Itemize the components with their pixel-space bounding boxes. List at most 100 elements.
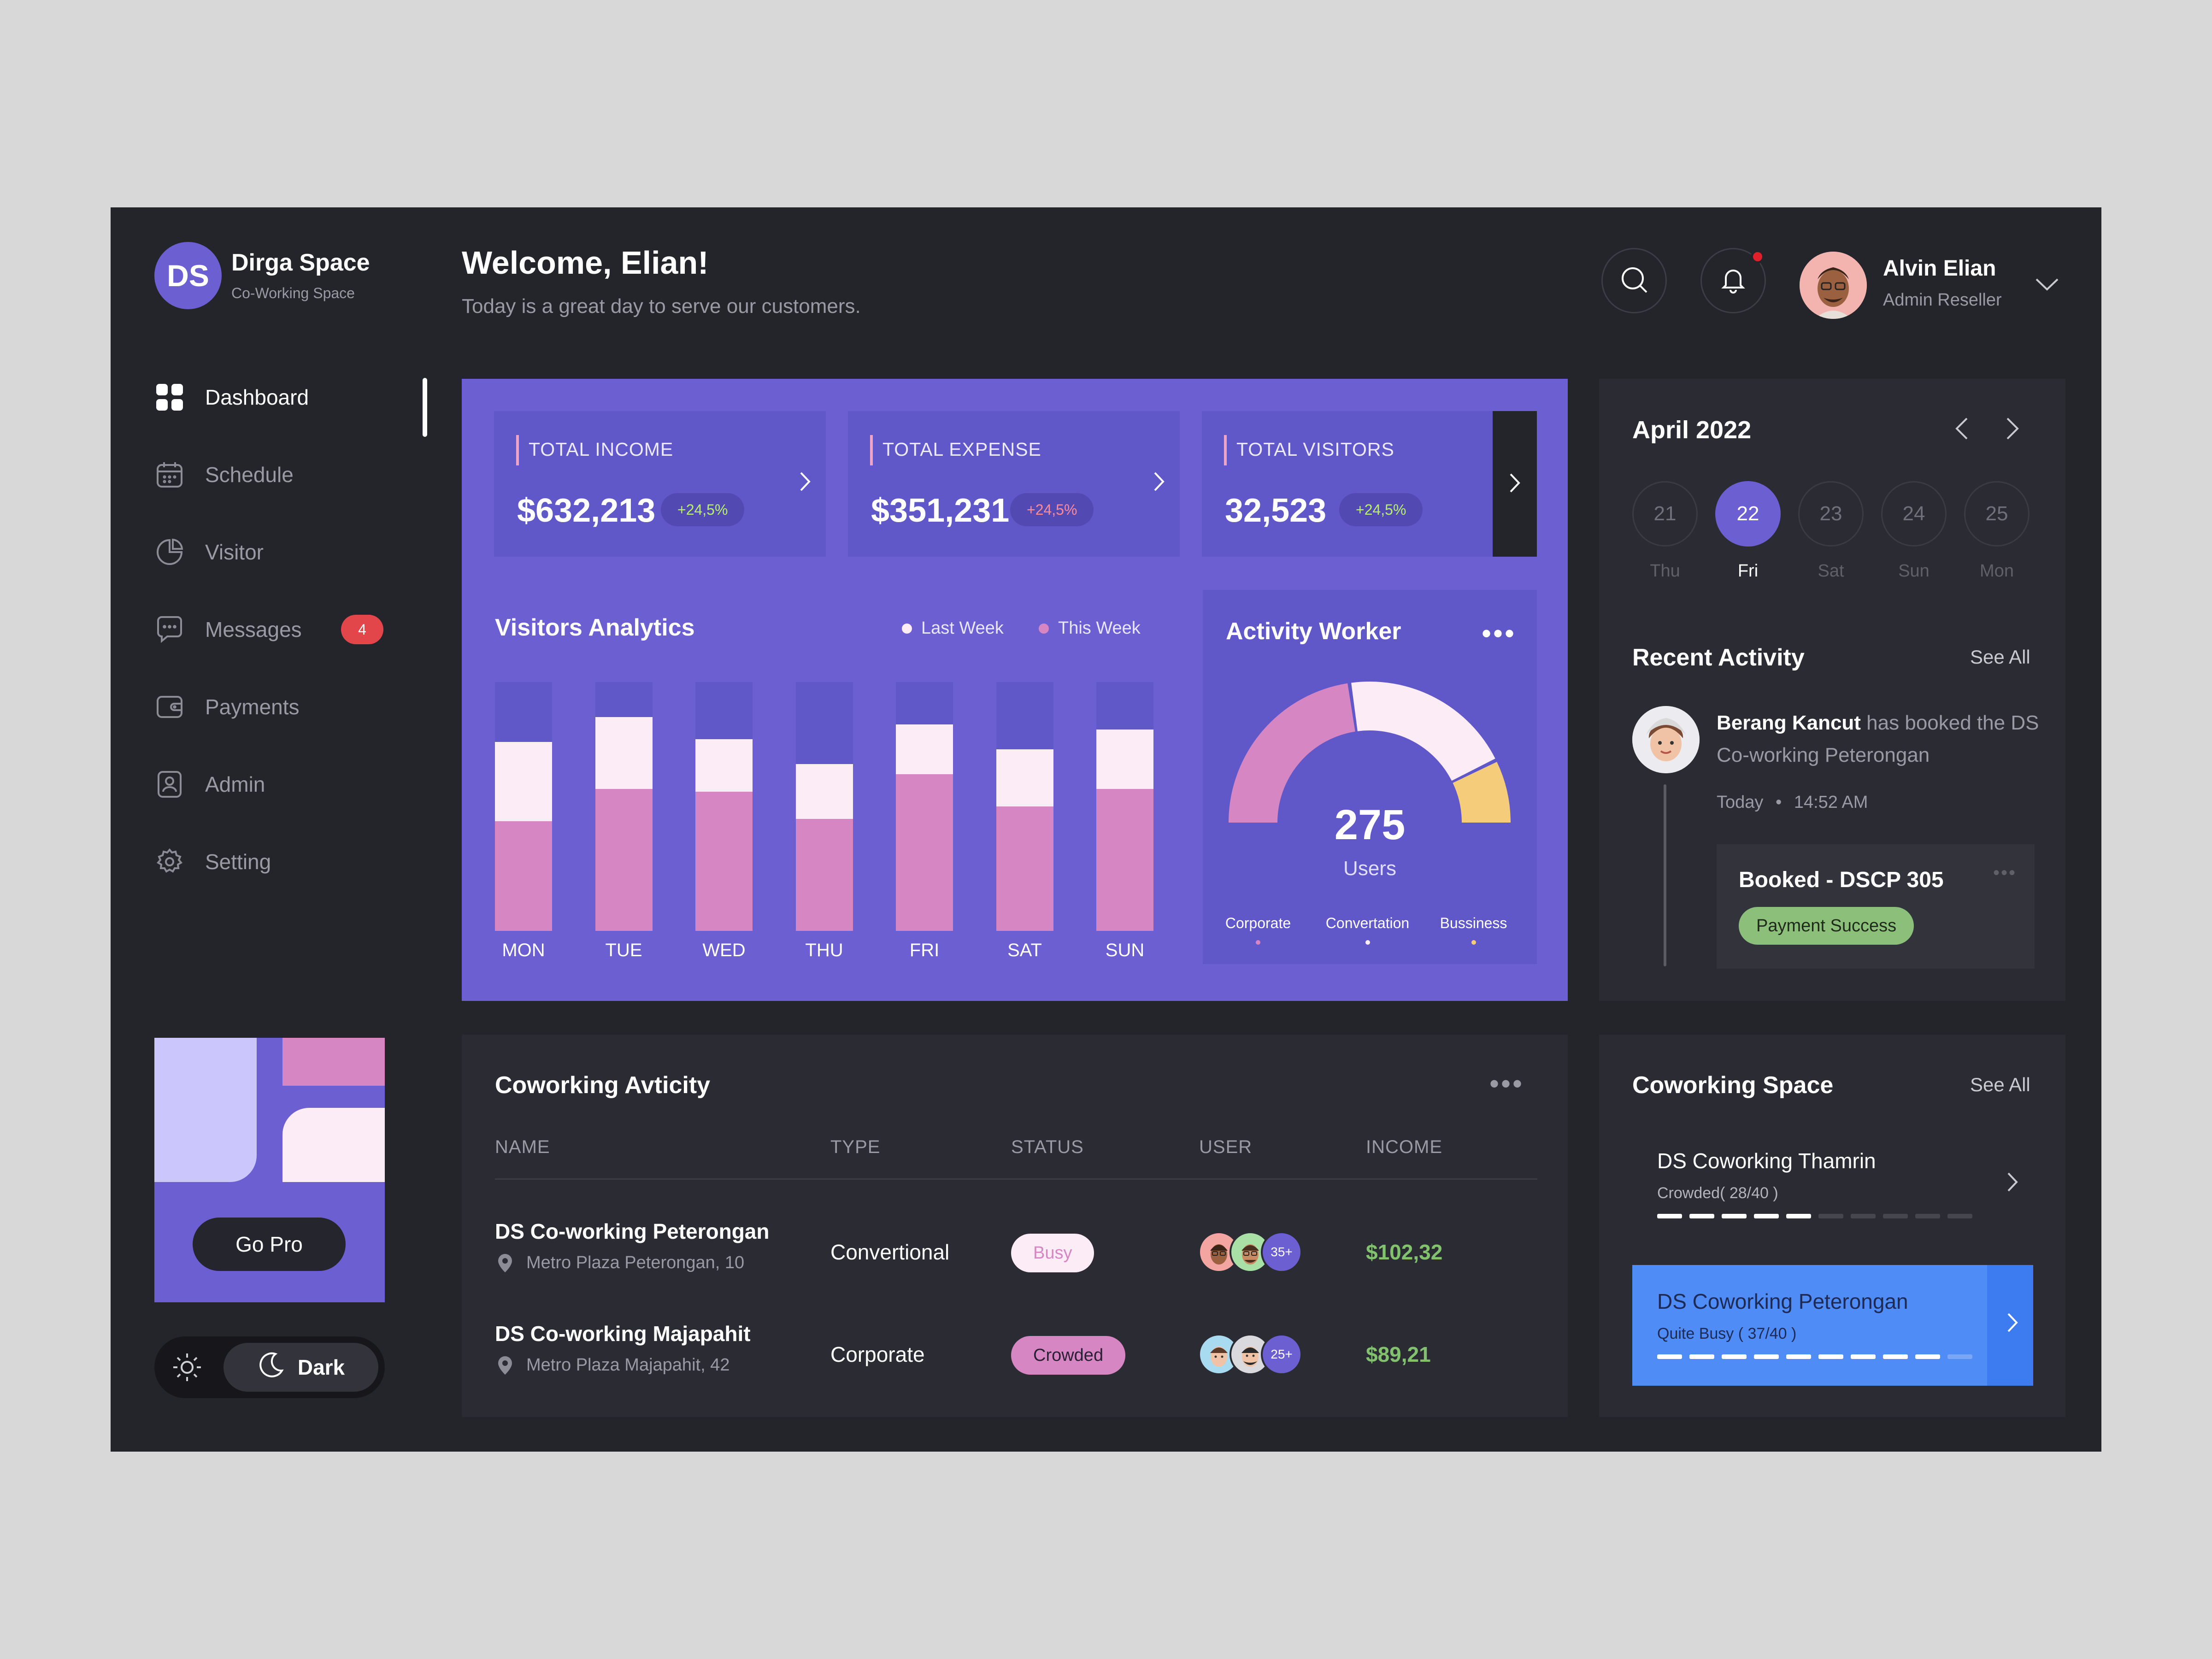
row-income: $102,32 [1366,1240,1443,1264]
space-occupancy: Quite Busy ( 37/40 ) [1657,1325,1797,1342]
coworking-space-item-selected[interactable]: DS Coworking Peterongan Quite Busy ( 37/… [1632,1265,2033,1386]
activity-gauge [1229,682,1511,824]
chevron-left-icon[interactable] [1954,416,1970,444]
bar-column-tue[interactable] [595,682,653,931]
visitors-analytics-title: Visitors Analytics [495,614,695,641]
booking-card[interactable]: Booked - DSCP 305 ••• Payment Success [1717,844,2035,969]
sidebar-item-label: Schedule [205,463,294,487]
user-avatar[interactable] [1800,252,1867,319]
occupancy-segment [1689,1354,1714,1359]
sidebar-item-setting[interactable]: Setting [154,843,385,880]
chevron-right-icon[interactable] [1152,470,1166,495]
sidebar-item-admin[interactable]: Admin [154,766,385,803]
bar-last-week-wed [695,739,753,792]
legend-last-week: Last Week [902,618,1004,638]
chevron-right-icon[interactable] [798,470,812,495]
sidebar-item-visitor[interactable]: Visitor [154,534,385,571]
sidebar-item-label: Admin [205,772,265,796]
coworking-space-item[interactable]: DS Coworking Thamrin Crowded( 28/40 ) [1632,1124,2033,1245]
pie-chart-icon [154,537,185,567]
visitors-bar-chart [495,682,1154,931]
sidebar-item-label: Payments [205,695,300,719]
brand-logo[interactable]: DS [154,242,222,309]
sidebar-item-label: Messages [205,618,302,641]
calendar-icon [154,459,185,490]
bar-this-week-fri [896,774,953,931]
chevron-right-icon [1508,471,1522,497]
occupancy-segment [1851,1354,1876,1359]
activity-user-avatar[interactable] [1632,706,1700,773]
x-tick-label: FRI [909,940,940,960]
calendar-day[interactable]: 21 [1632,481,1698,547]
occupancy-segment [1786,1354,1811,1359]
user-role: Admin Reseller [1883,290,2002,310]
go-pro-button[interactable]: Go Pro [193,1218,346,1271]
more-options-button[interactable]: ••• [1993,863,2017,883]
status-badge: Busy [1011,1234,1094,1272]
calendar-day-name: Thu [1650,561,1680,581]
bar-this-week-thu [795,819,853,931]
stat-label: TOTAL VISITORS [1236,439,1394,460]
sidebar-item-messages[interactable]: Messages [154,611,385,648]
chevron-right-icon[interactable] [2006,1171,2019,1196]
search-button[interactable] [1601,248,1667,313]
total-expense-card[interactable]: TOTAL EXPENSE $351,231 +24,5% [848,411,1180,557]
calendar-day[interactable]: 25 [1964,481,2030,547]
column-header-income: INCOME [1366,1137,1442,1157]
row-income: $89,21 [1366,1342,1431,1366]
theme-toggle[interactable]: Dark [154,1336,385,1398]
occupancy-segment [1786,1214,1811,1218]
occupancy-segment [1947,1354,1972,1359]
x-tick-label: WED [702,940,746,960]
active-nav-indicator [423,378,427,437]
occupancy-segment [1851,1214,1876,1218]
calendar-day-selected[interactable]: 22 [1715,481,1781,547]
see-all-link[interactable]: See All [1970,1074,2030,1095]
more-users-badge[interactable]: 35+ [1261,1231,1302,1273]
chevron-down-icon[interactable] [2035,276,2059,294]
x-tick-label: SAT [1007,940,1042,960]
bar-column-fri[interactable] [896,682,953,931]
bar-column-sat[interactable] [996,682,1053,931]
calendar-day[interactable]: 23 [1798,481,1864,547]
activity-worker-card: Activity Worker ••• 275 Users Corporate … [1203,590,1537,964]
more-options-button[interactable]: ••• [1482,618,1517,649]
see-all-link[interactable]: See All [1970,646,2030,668]
occupancy-segment [1657,1354,1682,1359]
chat-icon [154,614,185,645]
sidebar-item-dashboard[interactable]: Dashboard [154,379,385,416]
gauge-legend-bussiness: Bussiness [1440,915,1507,931]
row-space-name[interactable]: DS Co-working Peterongan [495,1219,770,1243]
bar-this-week-sun [1096,789,1153,931]
sidebar-item-schedule[interactable]: Schedule [154,456,385,493]
total-income-card[interactable]: TOTAL INCOME $632,213 +24,5% [494,411,826,557]
bar-column-wed[interactable] [695,682,753,931]
occupancy-meter [1657,1354,1972,1359]
gauge-legend-convertation: Convertation [1325,915,1410,931]
bar-column-mon[interactable] [495,682,552,931]
row-space-name[interactable]: DS Co-working Majapahit [495,1322,751,1346]
item-side-panel [1987,1265,2033,1386]
chevron-right-icon[interactable] [2005,416,2020,444]
sidebar-item-payments[interactable]: Payments [154,688,385,725]
dark-mode-button[interactable]: Dark [224,1343,378,1392]
stat-accent-bar [870,435,873,465]
calendar-day[interactable]: 24 [1881,481,1947,547]
stat-accent-bar [1224,435,1227,465]
occupancy-segment [1689,1214,1714,1218]
more-users-badge[interactable]: 25+ [1261,1334,1302,1375]
stats-next-button[interactable] [1493,411,1537,557]
bar-column-sun[interactable] [1096,682,1153,931]
gauge-unit: Users [1343,857,1396,880]
notifications-button[interactable] [1700,248,1766,313]
more-options-button[interactable]: ••• [1489,1068,1524,1099]
activity-worker-title: Activity Worker [1226,618,1401,645]
total-visitors-card[interactable]: TOTAL VISITORS 32,523 +24,5% [1202,411,1493,557]
sun-icon[interactable] [172,1352,202,1385]
gauge-legend-corporate: Corporate [1225,915,1291,931]
stat-change-badge: +24,5% [1010,493,1094,526]
chevron-right-icon[interactable] [2006,1311,2019,1336]
bar-column-thu[interactable] [795,682,853,931]
legend-swatch [1039,623,1049,634]
app-window: DS Dirga Space Co-Working Space Dashboar… [111,207,2101,1452]
